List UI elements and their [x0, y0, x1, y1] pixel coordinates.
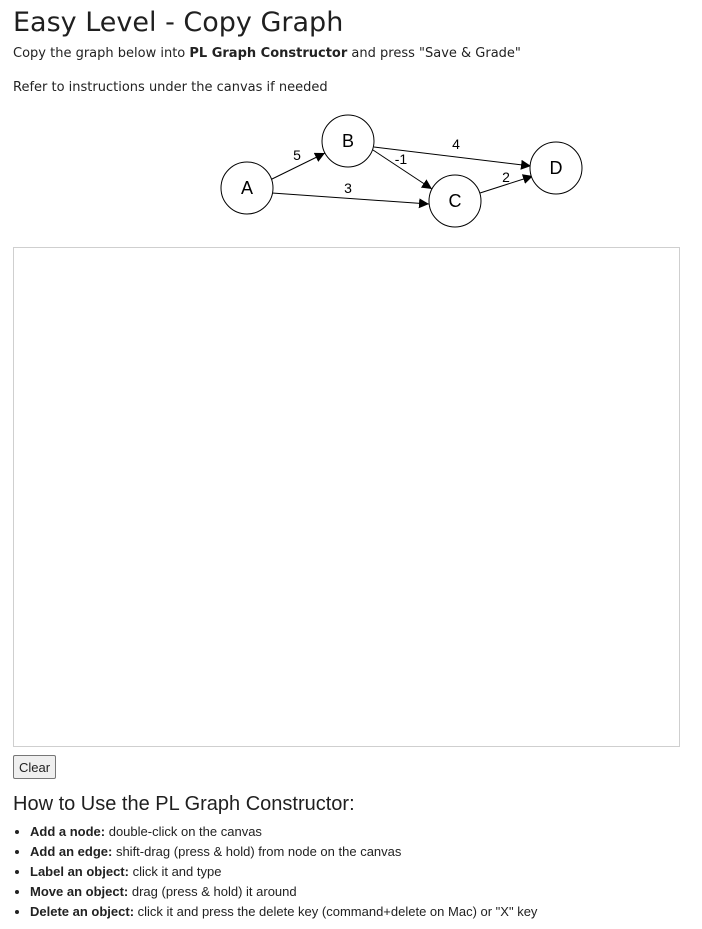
- instruction-item: Move an object: drag (press & hold) it a…: [30, 882, 537, 902]
- node-label-d: D: [550, 158, 563, 178]
- instructions-list: Add a node: double-click on the canvas A…: [0, 822, 537, 922]
- edge-a-c: [271, 192, 430, 209]
- instruction-text: click it and type: [128, 864, 222, 879]
- intro-text: Copy the graph below into PL Graph Const…: [13, 45, 521, 63]
- instructions-heading: How to Use the PL Graph Constructor:: [13, 793, 355, 815]
- edge-weight-c-d: 2: [502, 169, 510, 185]
- refer-text: Refer to instructions under the canvas i…: [13, 80, 328, 95]
- node-label-a: A: [241, 178, 253, 198]
- instruction-item: Delete an object: click it and press the…: [30, 902, 537, 922]
- page-title: Easy Level - Copy Graph: [13, 7, 344, 38]
- instruction-item: Label an object: click it and type: [30, 862, 537, 882]
- edge-weight-a-b: 5: [293, 147, 301, 163]
- edge-b-c: [372, 149, 433, 190]
- edge-c-d: [479, 174, 534, 194]
- instruction-label: Delete an object:: [30, 904, 135, 919]
- edge-weight-a-c: 3: [344, 180, 352, 196]
- node-label-b: B: [342, 131, 354, 151]
- graph-constructor-canvas[interactable]: [13, 247, 680, 747]
- reference-graph: 5 3 -1 4 2 A B C D: [220, 114, 583, 228]
- node-label-c: C: [449, 191, 462, 211]
- instruction-item: Add a node: double-click on the canvas: [30, 822, 537, 842]
- node-b: [321, 114, 375, 168]
- instruction-label: Label an object:: [30, 864, 129, 879]
- tool-name: PL Graph Constructor: [189, 46, 348, 61]
- intro-suffix: and press "Save & Grade": [347, 46, 521, 61]
- node-a: [220, 161, 274, 215]
- instruction-item: Add an edge: shift-drag (press & hold) f…: [30, 842, 537, 862]
- instruction-text: drag (press & hold) it around: [128, 884, 297, 899]
- edge-a-b: [269, 152, 326, 181]
- clear-button[interactable]: Clear: [13, 755, 57, 779]
- node-d: [529, 141, 583, 195]
- instruction-text: double-click on the canvas: [105, 824, 262, 839]
- edge-weight-b-d: 4: [452, 136, 460, 152]
- instruction-label: Add a node:: [30, 824, 106, 839]
- edge-weight-b-c: -1: [395, 151, 408, 167]
- intro-prefix: Copy the graph below into: [13, 46, 190, 61]
- instruction-text: shift-drag (press & hold) from node on t…: [112, 844, 402, 859]
- node-c: [428, 174, 482, 228]
- edge-b-d: [373, 146, 532, 170]
- instruction-label: Add an edge:: [30, 844, 113, 859]
- instruction-label: Move an object:: [30, 884, 129, 899]
- instruction-text: click it and press the delete key (comma…: [134, 904, 538, 919]
